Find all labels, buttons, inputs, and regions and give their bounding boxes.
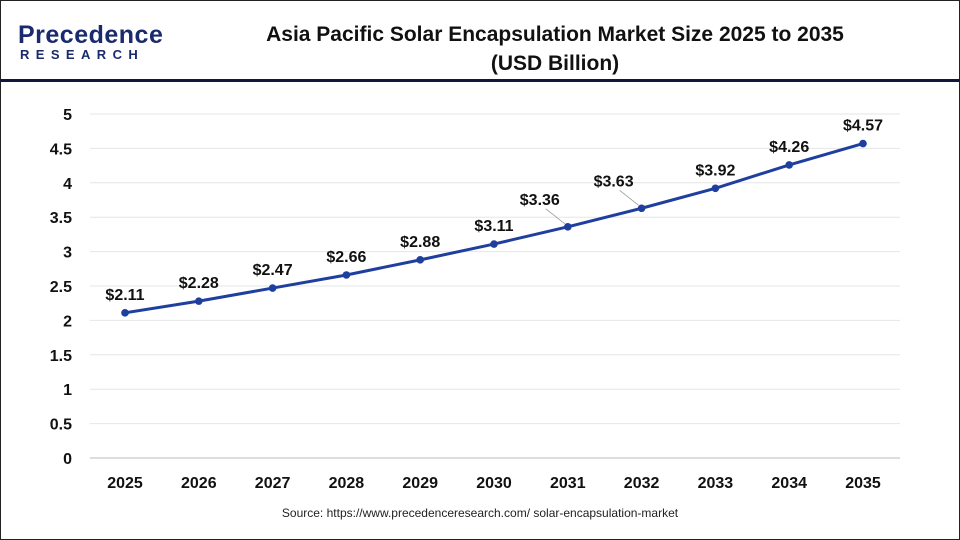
data-point (195, 297, 203, 305)
label-leader-line (619, 189, 639, 206)
x-tick-label: 2025 (107, 475, 143, 492)
x-tick-label: 2034 (771, 475, 807, 492)
data-point (637, 204, 646, 213)
y-tick-label: 1 (63, 382, 72, 399)
data-label: $3.11 (474, 218, 513, 235)
data-label: $3.36 (520, 192, 560, 209)
data-point (859, 139, 867, 148)
y-tick-label: 0 (63, 451, 72, 468)
data-label: $3.92 (695, 162, 735, 179)
subtitle-text: (USD Billion) (490, 52, 620, 75)
x-tick-label: 2031 (550, 475, 586, 492)
data-label: $2.66 (326, 249, 366, 266)
x-tick-label: 2028 (329, 475, 365, 492)
x-tick-label: 2026 (181, 475, 217, 492)
data-point (564, 223, 572, 231)
data-point (342, 271, 351, 279)
header-divider (0, 79, 960, 82)
y-tick-label: 2 (63, 313, 72, 330)
x-tick-label: 2027 (255, 475, 291, 492)
chart-title: Asia Pacific Solar Encapsulation Market … (200, 20, 910, 78)
x-tick-label: 2032 (624, 475, 660, 492)
x-tick-label: 2029 (402, 475, 438, 492)
data-label: $4.57 (843, 118, 883, 135)
logo: Precedence RESEARCH (18, 21, 164, 62)
y-tick-label: 0.5 (50, 417, 72, 434)
x-tick-label: 2033 (698, 475, 734, 492)
y-tick-label: 1.5 (50, 348, 72, 365)
label-leader-line (545, 208, 566, 225)
data-label: $2.47 (253, 262, 293, 279)
y-tick-label: 3.5 (50, 210, 72, 227)
x-tick-label: 2035 (845, 475, 881, 492)
data-point (490, 240, 498, 248)
data-point (121, 309, 129, 317)
title-text: Asia Pacific Solar Encapsulation Market … (266, 23, 844, 46)
y-tick-label: 3 (63, 245, 72, 262)
data-point (268, 284, 277, 292)
x-tick-label: 2030 (476, 475, 512, 492)
data-point (416, 256, 425, 264)
data-point (785, 161, 793, 169)
y-tick-label: 4 (63, 176, 72, 193)
source-note: Source: https://www.precedenceresearch.c… (281, 506, 679, 520)
data-label: $2.88 (400, 234, 440, 251)
logo-subtext: RESEARCH (20, 47, 145, 62)
data-point (711, 184, 720, 193)
data-label: $3.63 (594, 173, 634, 190)
logo-text: Precedence (18, 21, 164, 49)
y-tick-label: 5 (63, 107, 72, 124)
y-tick-label: 2.5 (50, 279, 72, 296)
data-label: $4.26 (769, 139, 809, 156)
y-tick-label: 4.5 (50, 141, 72, 158)
data-label: $2.11 (105, 287, 144, 304)
data-label: $2.28 (179, 275, 219, 292)
